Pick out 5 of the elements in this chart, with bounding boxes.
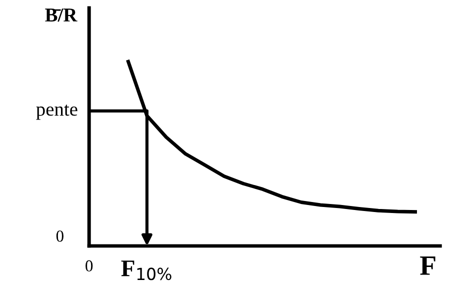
y-axis-title: B̄/R (45, 8, 78, 22)
text: pente (36, 104, 78, 120)
x-axis-title: F (420, 256, 436, 275)
x-tick-label: F$_{10%}$ (121, 260, 172, 280)
text: 0 (56, 230, 64, 242)
